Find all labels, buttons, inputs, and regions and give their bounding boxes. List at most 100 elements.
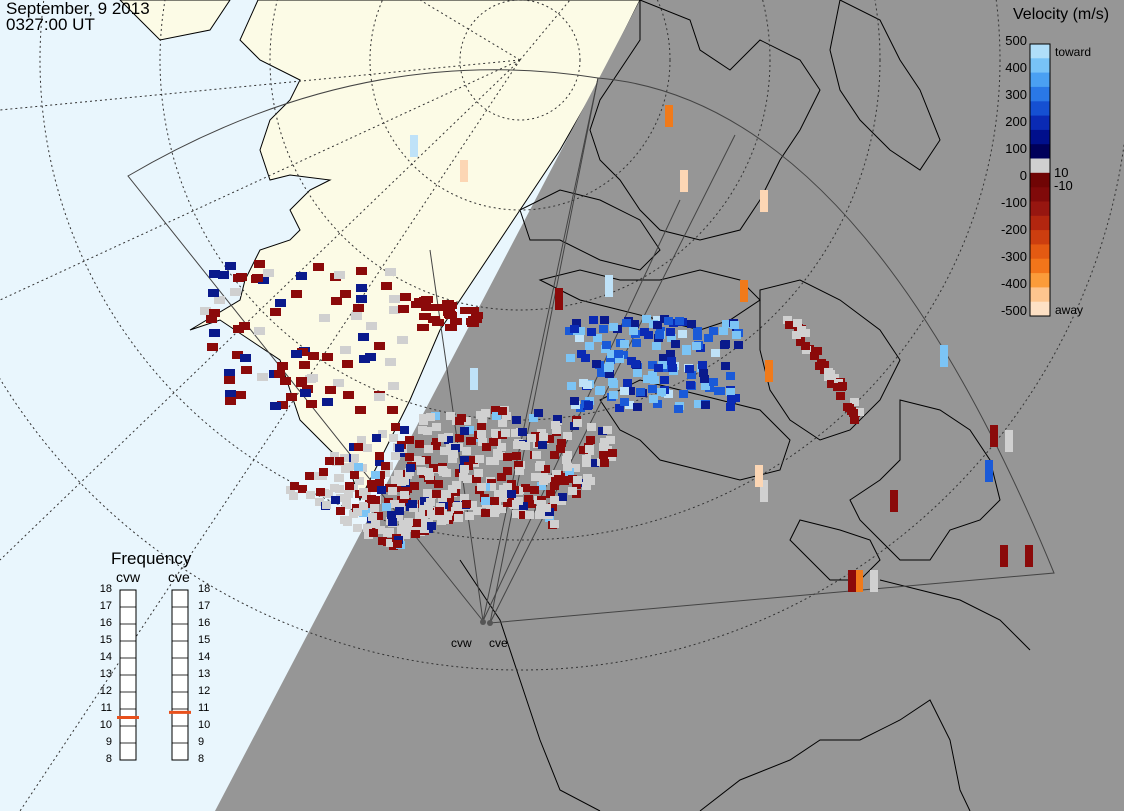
velocity-cell (512, 452, 521, 460)
velocity-cell (482, 443, 491, 451)
night-region (215, 0, 1124, 811)
frequency-radar-cve: cve (168, 569, 190, 585)
velocity-cell (608, 449, 617, 457)
colorbar-segment (1030, 158, 1050, 174)
velocity-cell (579, 446, 588, 454)
velocity-cell (419, 417, 428, 425)
velocity-cell (421, 296, 433, 303)
velocity-cell (498, 494, 507, 502)
colorbar-segment (1030, 58, 1050, 74)
velocity-cell (668, 364, 677, 372)
velocity-cell (671, 340, 680, 348)
velocity-cell (389, 295, 400, 303)
velocity-cell (306, 400, 317, 408)
velocity-cell (429, 464, 438, 472)
velocity-cell (709, 327, 718, 335)
velocity-cell (308, 352, 319, 360)
colorbar-title: Velocity (m/s) (1013, 6, 1110, 23)
velocity-cell (521, 484, 530, 492)
velocity-cell (353, 508, 362, 516)
velocity-cell (609, 391, 618, 399)
velocity-cell (583, 474, 592, 482)
velocity-cell (836, 392, 845, 400)
frequency-scale-label: 11 (198, 702, 210, 714)
velocity-cell (385, 268, 396, 276)
velocity-cell (614, 350, 623, 358)
velocity-cell (716, 387, 725, 395)
velocity-cell (848, 570, 856, 592)
velocity-cell (299, 361, 310, 369)
velocity-cell (531, 473, 540, 481)
velocity-cell (460, 307, 472, 314)
colorbar-tick-label: 500 (1005, 33, 1027, 48)
velocity-cell (225, 397, 236, 405)
velocity-cell (679, 390, 688, 398)
frequency-scale-label: 12 (198, 685, 211, 697)
frequency-title: Frequency (111, 549, 192, 568)
velocity-cell (497, 473, 506, 481)
velocity-cell (350, 454, 359, 462)
velocity-cell (792, 331, 801, 339)
velocity-colorbar (1029, 43, 1051, 317)
velocity-cell (615, 355, 624, 363)
velocity-cell (389, 434, 398, 442)
velocity-cell (343, 391, 354, 399)
velocity-cell (424, 445, 433, 453)
velocity-cell (225, 390, 236, 398)
velocity-cell (275, 299, 286, 307)
velocity-cell (460, 456, 469, 464)
velocity-cell (400, 491, 409, 499)
velocity-cell (349, 462, 358, 470)
velocity-cell (364, 531, 373, 539)
velocity-cell (734, 341, 743, 349)
velocity-cell (654, 364, 663, 372)
velocity-cell (434, 480, 443, 488)
velocity-cell (827, 380, 836, 388)
colorbar-segment (1030, 287, 1050, 303)
colorbar-segment (1030, 244, 1050, 260)
velocity-cell (445, 495, 454, 503)
velocity-cell (417, 467, 426, 475)
velocity-cell (732, 331, 741, 339)
velocity-cell (582, 482, 591, 490)
velocity-cell (563, 451, 572, 459)
velocity-cell (387, 511, 396, 519)
velocity-cell (366, 322, 377, 330)
velocity-cell (801, 329, 810, 337)
velocity-cell (427, 510, 436, 518)
velocity-cell (633, 369, 642, 377)
velocity-cell (532, 451, 541, 459)
velocity-cell (206, 315, 217, 323)
velocity-cell (537, 482, 546, 490)
velocity-cell (585, 342, 594, 350)
velocity-cell (507, 490, 516, 498)
velocity-cell (319, 314, 330, 322)
velocity-cell (415, 512, 424, 520)
velocity-cell (595, 387, 604, 395)
velocity-cell (514, 497, 523, 505)
velocity-cell (412, 519, 421, 527)
velocity-cell (674, 405, 683, 413)
velocity-cell (374, 512, 383, 520)
velocity-cell (648, 371, 657, 379)
velocity-cell (435, 507, 444, 515)
velocity-cell (417, 520, 426, 528)
velocity-cell (426, 498, 435, 506)
velocity-cell (722, 320, 731, 328)
date-label: September, 9 2013 (6, 0, 150, 18)
velocity-cell (225, 262, 236, 270)
frequency-scale-label: 9 (105, 736, 112, 748)
velocity-cell (514, 461, 523, 469)
velocity-cell (721, 362, 730, 370)
colorbar-tick-label: -300 (1000, 249, 1027, 264)
colorbar-segment (1030, 144, 1050, 159)
velocity-cell (542, 504, 551, 512)
velocity-cell (573, 419, 582, 427)
velocity-cell (940, 345, 948, 367)
radar-site-cvw (480, 619, 486, 625)
frequency-scale-label: 10 (99, 719, 112, 731)
velocity-cell (726, 388, 735, 396)
velocity-cell (291, 290, 302, 298)
velocity-cell (270, 402, 281, 410)
velocity-cell (412, 456, 421, 464)
